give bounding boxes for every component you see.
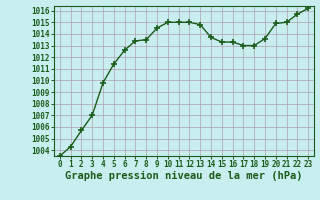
X-axis label: Graphe pression niveau de la mer (hPa): Graphe pression niveau de la mer (hPa) <box>65 171 303 181</box>
